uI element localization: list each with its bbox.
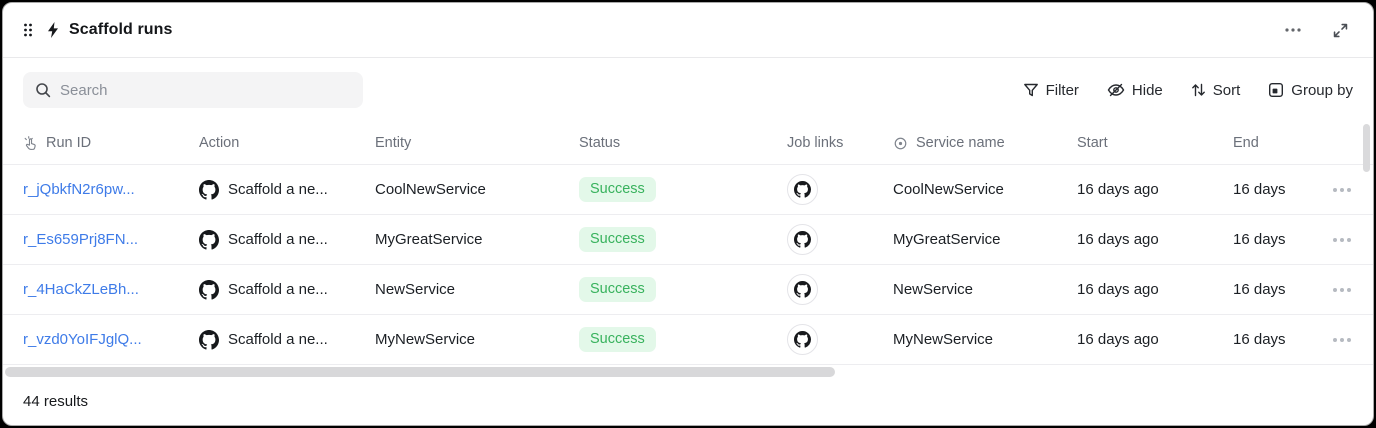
- horizontal-scrollbar-track: [3, 364, 1373, 378]
- job-link-github-button[interactable]: [787, 174, 818, 205]
- row-menu-button[interactable]: [1331, 182, 1353, 198]
- column-label: Service name: [916, 135, 1005, 151]
- target-dot-icon: [894, 137, 907, 149]
- action-label: Scaffold a ne...: [228, 281, 328, 298]
- table-row: r_vzd0YoIFJglQ... Scaffold a ne... MyNew…: [3, 314, 1373, 364]
- column-label: Run ID: [46, 135, 92, 151]
- column-header-status[interactable]: Status: [579, 135, 787, 151]
- service-name-value: CoolNewService: [893, 181, 1004, 198]
- entity-value: MyNewService: [375, 331, 476, 348]
- job-link-github-button[interactable]: [787, 224, 818, 255]
- widget-more-menu-button[interactable]: [1280, 23, 1306, 37]
- column-label: Action: [199, 135, 240, 151]
- github-icon: [199, 329, 219, 350]
- column-header-start[interactable]: Start: [1077, 135, 1233, 151]
- filter-label: Filter: [1045, 81, 1079, 99]
- end-value: 16 days: [1233, 281, 1286, 298]
- sort-label: Sort: [1212, 81, 1241, 99]
- end-value: 16 days: [1233, 331, 1286, 348]
- status-badge: Success: [579, 277, 656, 302]
- search-input[interactable]: [60, 81, 351, 99]
- end-value: 16 days: [1233, 231, 1286, 248]
- github-icon: [199, 229, 219, 250]
- search-icon: [36, 83, 51, 98]
- column-label: Start: [1077, 135, 1108, 151]
- lightning-bolt-icon: [45, 21, 61, 39]
- page-title: Scaffold runs: [69, 21, 173, 38]
- end-value: 16 days: [1233, 181, 1286, 198]
- sort-icon: [1191, 83, 1205, 97]
- column-header-entity[interactable]: Entity: [375, 135, 579, 151]
- github-icon: [199, 279, 219, 300]
- hide-button[interactable]: Hide: [1107, 82, 1163, 99]
- group-by-button[interactable]: Group by: [1268, 82, 1353, 99]
- service-name-value: MyNewService: [893, 331, 994, 348]
- sort-button[interactable]: Sort: [1191, 81, 1241, 99]
- table-row: r_4HaCkZLeBh... Scaffold a ne... NewServ…: [3, 264, 1373, 314]
- column-label: Job links: [787, 135, 844, 151]
- column-label: Status: [579, 135, 621, 151]
- table-row: r_Es659Prj8FN... Scaffold a ne... MyGrea…: [3, 214, 1373, 264]
- run-id-link[interactable]: r_4HaCkZLeBh...: [23, 281, 139, 298]
- status-badge: Success: [579, 227, 656, 252]
- status-badge: Success: [579, 177, 656, 202]
- entity-value: CoolNewService: [375, 181, 486, 198]
- table-row: r_jQbkfN2r6pw... Scaffold a ne... CoolNe…: [3, 164, 1373, 214]
- github-icon: [199, 179, 219, 200]
- expand-icon[interactable]: [1328, 18, 1353, 43]
- job-link-github-button[interactable]: [787, 274, 818, 305]
- drag-handle-icon[interactable]: [23, 22, 33, 38]
- row-menu-button[interactable]: [1331, 232, 1353, 248]
- table-footer: 44 results: [3, 378, 1373, 425]
- action-label: Scaffold a ne...: [228, 231, 328, 248]
- table-toolbar: Filter Hide Sort Group by: [3, 58, 1373, 122]
- search-box[interactable]: [23, 72, 363, 108]
- horizontal-scrollbar-thumb[interactable]: [5, 367, 835, 377]
- action-label: Scaffold a ne...: [228, 331, 328, 348]
- group-by-label: Group by: [1291, 81, 1353, 99]
- service-name-value: MyGreatService: [893, 231, 1001, 248]
- row-menu-button[interactable]: [1331, 332, 1353, 348]
- column-header-service-name[interactable]: Service name: [893, 135, 1077, 151]
- row-menu-button[interactable]: [1331, 282, 1353, 298]
- eye-off-icon: [1107, 83, 1125, 97]
- hide-label: Hide: [1131, 81, 1163, 99]
- widget-titlebar: Scaffold runs: [3, 3, 1373, 58]
- run-id-link[interactable]: r_jQbkfN2r6pw...: [23, 181, 135, 198]
- column-header-job-links[interactable]: Job links: [787, 135, 893, 151]
- table-header-row: Run ID Action Entity Status Job links Se…: [3, 122, 1373, 164]
- column-header-run-id[interactable]: Run ID: [23, 135, 199, 151]
- group-by-icon: [1269, 83, 1284, 98]
- run-id-link[interactable]: r_Es659Prj8FN...: [23, 231, 139, 248]
- vertical-scrollbar-thumb[interactable]: [1363, 124, 1370, 172]
- start-value: 16 days ago: [1077, 281, 1159, 298]
- start-value: 16 days ago: [1077, 331, 1159, 348]
- entity-value: MyGreatService: [375, 231, 483, 248]
- column-header-action[interactable]: Action: [199, 135, 375, 151]
- action-label: Scaffold a ne...: [228, 181, 328, 198]
- service-name-value: NewService: [893, 281, 974, 298]
- pointer-click-icon: [24, 136, 36, 150]
- run-id-link[interactable]: r_vzd0YoIFJglQ...: [23, 331, 142, 348]
- filter-icon: [1023, 83, 1038, 97]
- column-header-end[interactable]: End: [1233, 135, 1323, 151]
- column-label: End: [1233, 135, 1259, 151]
- job-link-github-button[interactable]: [787, 324, 818, 355]
- column-label: Entity: [375, 135, 412, 151]
- results-count: 44 results: [23, 393, 89, 410]
- entity-value: NewService: [375, 281, 456, 298]
- status-badge: Success: [579, 327, 656, 352]
- start-value: 16 days ago: [1077, 181, 1159, 198]
- filter-button[interactable]: Filter: [1023, 82, 1079, 99]
- start-value: 16 days ago: [1077, 231, 1159, 248]
